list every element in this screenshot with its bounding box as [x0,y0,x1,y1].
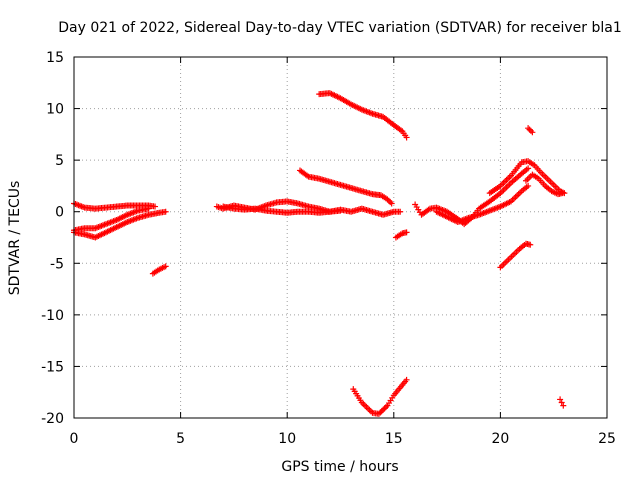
series-track-g [296,167,395,207]
x-tick-label: 5 [176,431,185,447]
data-point [382,403,389,410]
series-track-i [392,229,410,241]
data-point [152,203,159,210]
axis-ticks: 0 5 10 15 20 25 -20 -15 -10 -5 0 5 10 15 [41,50,616,447]
data-point [388,200,395,207]
y-tick-label: 10 [46,102,64,118]
y-axis-label: SDTVAR / TECUs [7,181,23,296]
x-tick-label: 20 [491,431,509,447]
series-track-h [316,90,410,141]
chart-title: Day 021 of 2022, Sidereal Day-to-day VTE… [58,20,621,36]
grid-lines [74,57,607,418]
data-point [527,241,534,248]
series-track-n [522,171,566,198]
data-point [403,134,410,141]
series-track-f [220,203,344,216]
data-point [377,409,384,416]
data-point [525,125,532,132]
data-points [71,90,568,417]
data-point [527,127,534,134]
x-axis-label: GPS time / hours [281,459,398,475]
x-tick-label: 0 [70,431,79,447]
data-point [525,165,532,172]
y-tick-label: 15 [46,50,64,66]
data-point [337,207,344,214]
data-point [397,208,404,215]
data-point [387,199,394,206]
data-point [560,402,567,409]
data-point [559,190,566,197]
data-point [403,376,410,383]
data-point [145,205,152,212]
series-track-e [213,198,404,218]
y-tick-label: -20 [41,411,64,427]
series-track-b [71,208,169,241]
data-point [526,126,533,133]
x-tick-label: 25 [598,431,616,447]
series-track-o [525,125,536,136]
data-point [380,406,387,413]
data-point [525,182,532,189]
series-track-m [486,158,568,197]
x-tick-label: 10 [278,431,296,447]
data-point [162,208,169,215]
data-point [529,129,536,136]
y-tick-label: 5 [55,153,64,169]
data-point [558,399,565,406]
y-tick-label: -5 [50,256,64,272]
series-track-d [149,263,169,277]
y-tick-label: -15 [41,359,64,375]
x-tick-label: 15 [385,431,403,447]
series-track-q [557,396,567,409]
series-track-l [433,182,532,226]
y-tick-label: -10 [41,308,64,324]
series-track-a [71,200,159,212]
data-point [403,229,410,236]
series-track-p [497,240,534,271]
data-point [162,263,169,270]
series-track-c [71,205,152,234]
y-tick-label: 0 [55,205,64,221]
plot-frame [73,56,608,419]
data-point [381,405,388,412]
data-point [557,396,564,403]
series-track-j [350,376,410,417]
